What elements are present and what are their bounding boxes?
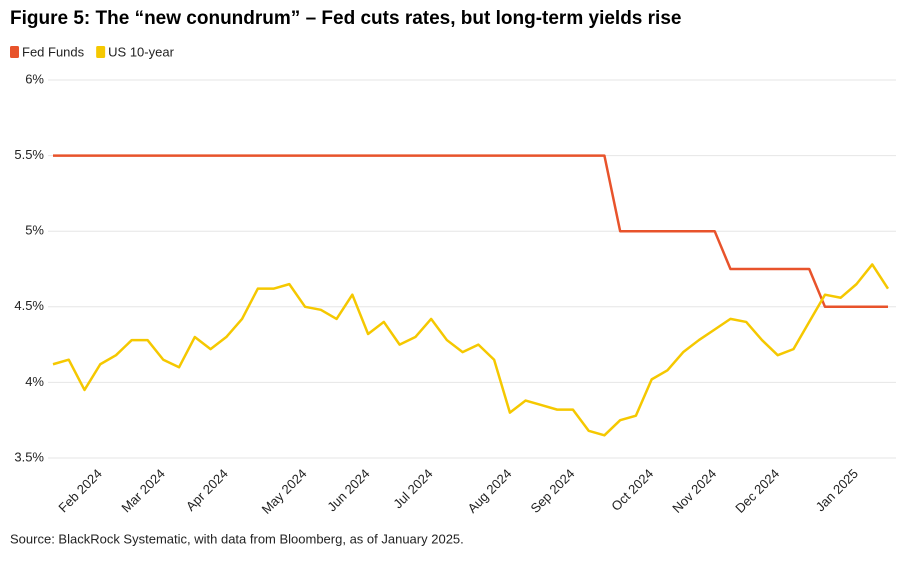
x-tick-label: Aug 2024 xyxy=(464,466,514,516)
y-tick-label: 5% xyxy=(25,223,44,238)
source-note: Source: BlackRock Systematic, with data … xyxy=(10,531,464,546)
series-line xyxy=(52,263,890,437)
y-tick-label: 4.5% xyxy=(14,298,44,313)
y-tick-label: 4% xyxy=(25,374,44,389)
x-tick-label: Jul 2024 xyxy=(390,466,435,511)
legend-label: US 10-year xyxy=(108,44,174,59)
y-tick-label: 6% xyxy=(25,71,44,86)
x-tick-label: Sep 2024 xyxy=(527,466,577,516)
x-tick-label: Oct 2024 xyxy=(608,466,656,514)
x-tick-label: May 2024 xyxy=(259,466,310,517)
x-tick-label: Apr 2024 xyxy=(183,466,231,514)
x-tick-label: Dec 2024 xyxy=(732,466,782,516)
x-tick-label: Feb 2024 xyxy=(55,466,104,515)
legend-swatch xyxy=(96,46,106,58)
x-tick-label: Jan 2025 xyxy=(813,466,861,514)
y-tick-label: 3.5% xyxy=(14,449,44,464)
legend-label: Fed Funds xyxy=(22,44,85,59)
x-tick-label: Mar 2024 xyxy=(118,466,167,515)
legend-swatch xyxy=(10,46,19,58)
chart-title: Figure 5: The “new conundrum” – Fed cuts… xyxy=(10,8,681,29)
x-tick-label: Nov 2024 xyxy=(669,466,719,516)
y-tick-label: 5.5% xyxy=(14,147,44,162)
x-tick-label: Jun 2024 xyxy=(324,466,372,514)
series-line xyxy=(53,154,888,309)
